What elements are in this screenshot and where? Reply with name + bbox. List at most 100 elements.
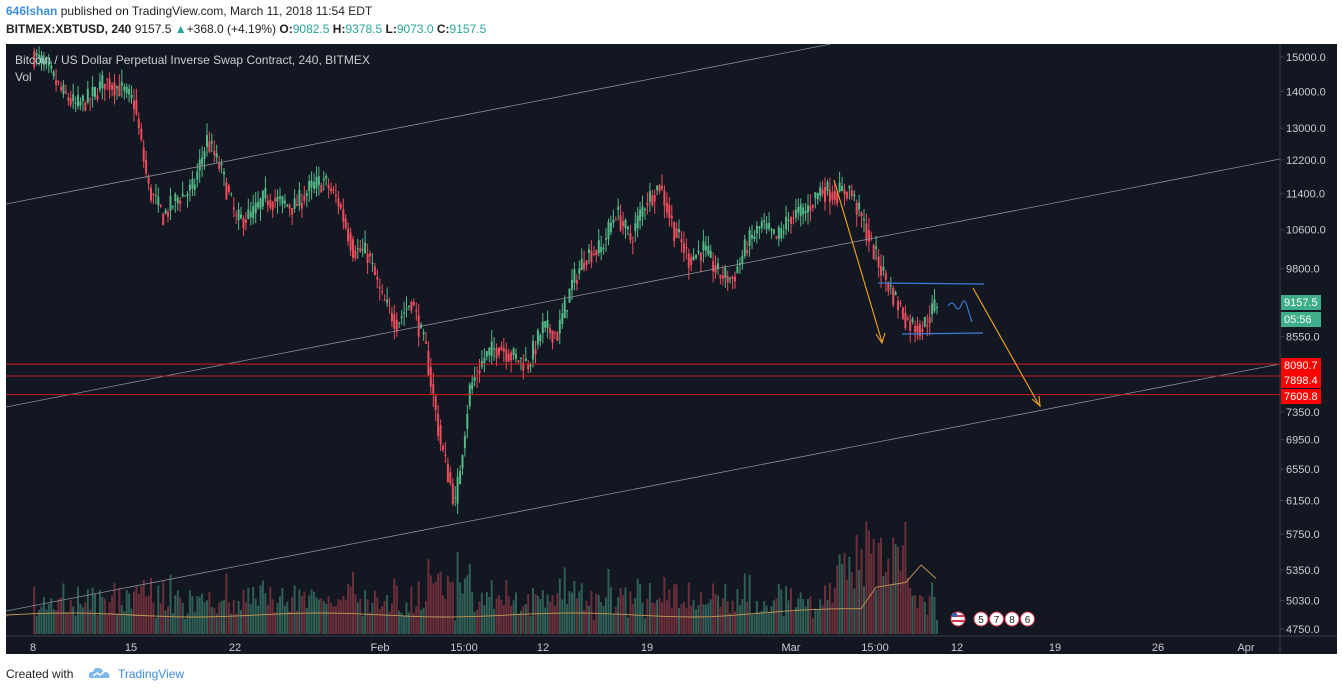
candle-body — [390, 312, 393, 322]
volume-bar — [293, 585, 296, 634]
projection-arrow-line — [972, 287, 1040, 406]
candle-body — [631, 241, 634, 243]
candle-body — [824, 187, 826, 202]
event-badge[interactable] — [1020, 611, 1035, 627]
candle-body — [539, 335, 542, 342]
volume-bar — [466, 575, 469, 634]
tradingview-link[interactable]: TradingView — [118, 667, 185, 681]
candle-body — [488, 347, 491, 355]
candle-body — [196, 171, 199, 180]
event-badge-count: 5 — [978, 615, 984, 626]
candle-body — [583, 262, 586, 270]
time-tick-label: 12 — [951, 642, 963, 654]
volume-bar — [777, 583, 780, 634]
chart-area[interactable]: Bitcoin / US Dollar Perpetual Inverse Sw… — [6, 44, 1337, 654]
flag-stripe — [952, 615, 964, 617]
volume-bar — [639, 583, 642, 634]
candle-body — [310, 180, 313, 188]
price-chart[interactable]: Bitcoin / US Dollar Perpetual Inverse Sw… — [6, 44, 1337, 654]
event-badge[interactable] — [989, 611, 1004, 627]
candle-body — [816, 193, 819, 200]
candle-body — [84, 102, 87, 111]
volume-bar — [515, 592, 517, 634]
volume-bar — [624, 587, 627, 634]
projection-wave — [947, 300, 973, 323]
candle-body — [269, 199, 272, 208]
volume-bar — [755, 601, 758, 634]
volume-bar — [661, 602, 663, 634]
volume-bar — [181, 603, 184, 634]
volume-bar — [765, 605, 768, 634]
candle-body — [651, 195, 654, 205]
volume-bar — [94, 594, 96, 634]
candle-body — [330, 188, 333, 191]
volume-bar — [390, 603, 393, 634]
candle-body — [522, 362, 525, 371]
candle-body — [573, 269, 576, 283]
volume-bar — [797, 598, 800, 634]
price-label-text: 7898.4 — [1284, 375, 1318, 387]
volume-bar — [171, 612, 174, 634]
candle-body — [159, 204, 162, 207]
volume-bar — [931, 582, 934, 634]
volume-bar — [378, 609, 381, 634]
candle-body — [636, 215, 639, 228]
candle-body — [797, 207, 800, 213]
candle-body — [354, 250, 357, 259]
event-badge[interactable] — [973, 611, 989, 627]
ohlc-line: BITMEX:XBTUSD, 240 9157.5 ▲+368.0 (+4.19… — [6, 22, 486, 36]
candle-body — [510, 352, 513, 361]
candle-body — [89, 99, 92, 101]
candle-body — [215, 153, 218, 158]
candle-body — [792, 217, 795, 219]
event-badge[interactable] — [1004, 611, 1020, 627]
volume-bar — [429, 575, 432, 634]
candle-body — [208, 141, 211, 152]
candle-body — [237, 209, 240, 221]
candle-body — [461, 455, 464, 469]
candle-body — [186, 194, 189, 196]
volume-bar — [322, 601, 325, 634]
volume-bar — [512, 600, 515, 634]
price-axis[interactable]: 15000.0 14000.0 13000.0 12200.0 11400.0 10600… — [1280, 52, 1326, 636]
candle-body — [695, 254, 698, 258]
candle-body — [575, 280, 578, 284]
volume-bar — [186, 613, 189, 634]
volume-bar — [532, 587, 534, 634]
volume-bar — [79, 603, 82, 634]
candle-body — [721, 275, 724, 279]
volume-bar — [865, 521, 868, 634]
candle-body — [298, 190, 301, 206]
candle-body — [544, 321, 547, 328]
candle-body — [162, 213, 165, 226]
volume-bar — [118, 587, 121, 634]
candle-body — [286, 204, 289, 207]
volume-bar — [339, 600, 342, 634]
author-link[interactable]: 646lshan — [6, 4, 58, 18]
candle-body — [658, 185, 661, 192]
candle-body — [772, 229, 775, 234]
price-tick-label: 7350.0 — [1286, 407, 1320, 419]
candle-body — [870, 235, 873, 237]
candle-body — [875, 246, 878, 249]
candle-body — [40, 55, 43, 62]
volume-bar — [89, 609, 92, 634]
price-label-tag — [1281, 312, 1321, 327]
volume-bar — [369, 612, 371, 634]
candle-body — [313, 182, 316, 189]
candle-body — [911, 318, 914, 322]
volume-bar — [254, 598, 257, 634]
time-axis[interactable]: 8 15 22 Feb 15:00 12 19 Mar 15:00 12 19 26 Apr — [30, 642, 1255, 654]
volume-bar — [629, 591, 632, 634]
candle-body — [55, 80, 58, 85]
candle-body — [863, 218, 865, 221]
volume-bar — [680, 604, 683, 634]
volume-bar — [213, 608, 216, 634]
volume-bar — [841, 564, 844, 634]
candle-body — [768, 223, 771, 229]
volume-bar — [585, 600, 588, 634]
candle-body — [191, 178, 194, 189]
down-arrow-line — [833, 179, 883, 343]
volume-bar — [836, 565, 839, 634]
